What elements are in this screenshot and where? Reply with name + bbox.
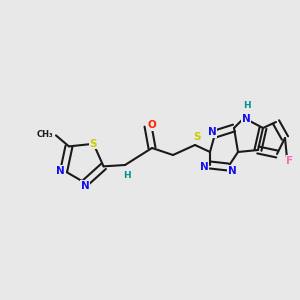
Text: N: N — [208, 127, 216, 137]
Text: N: N — [81, 181, 90, 191]
Text: S: S — [90, 139, 97, 149]
Text: O: O — [148, 120, 156, 130]
Text: H: H — [243, 100, 251, 109]
Text: H: H — [123, 170, 131, 179]
Text: F: F — [286, 156, 294, 166]
Text: N: N — [228, 166, 236, 176]
Text: N: N — [242, 114, 250, 124]
Text: N: N — [56, 166, 65, 176]
Text: CH₃: CH₃ — [36, 130, 53, 139]
Text: S: S — [193, 132, 201, 142]
Text: N: N — [200, 162, 208, 172]
